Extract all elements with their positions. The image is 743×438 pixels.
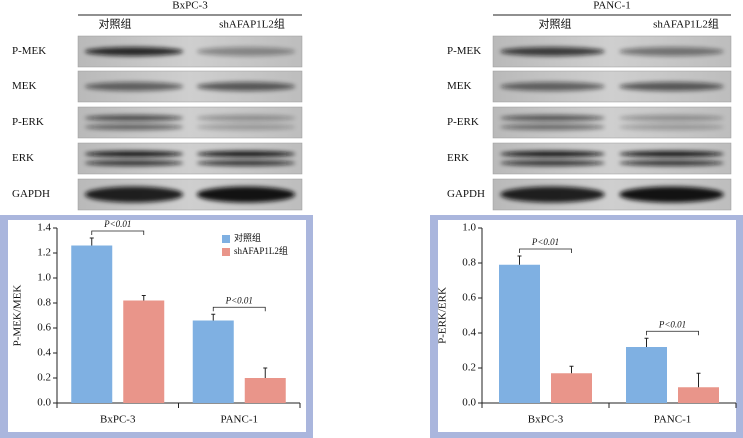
y-tick-label: 0.4 (37, 347, 51, 359)
y-axis-label: P-ERK/ERK (437, 287, 449, 344)
blot-band (500, 115, 605, 121)
blot-band (500, 151, 605, 157)
blot-band (619, 82, 724, 91)
blot-band (619, 160, 724, 166)
blot-membrane (492, 106, 732, 139)
blot-band (196, 47, 296, 56)
y-tick-label: 0.4 (462, 327, 476, 339)
legend-label: 对照组 (234, 232, 261, 243)
blot-band (619, 151, 724, 157)
blot-band (619, 186, 724, 203)
blot-row-label: MEK (12, 80, 37, 92)
y-tick-label: 1.2 (37, 247, 51, 259)
significance-bracket (519, 248, 572, 253)
blot-band (196, 160, 296, 166)
legend-label: shAFAP1L2组 (234, 245, 288, 256)
y-axis-label: P-MEK/MEK (12, 285, 24, 347)
blot-band (196, 124, 296, 130)
blot-membrane (492, 142, 732, 175)
blot-group-label: 对照组 (99, 17, 132, 31)
blot-row-label: GAPDH (447, 188, 485, 200)
y-tick-label: 0.8 (462, 257, 476, 269)
y-tick-label: 0.0 (37, 397, 51, 409)
x-tick-label: PANC-1 (654, 414, 692, 426)
bar (551, 373, 592, 403)
blot-row-label: ERK (447, 152, 469, 164)
y-tick-label: 0.0 (462, 397, 476, 409)
significance-bracket (91, 230, 145, 235)
y-tick-label: 1.0 (462, 222, 476, 234)
bar (678, 387, 719, 403)
blot-band (196, 151, 296, 157)
blot-title: PANC-1 (593, 0, 631, 12)
blot-band (500, 186, 605, 203)
significance-bracket (212, 306, 266, 312)
blot-row-label: GAPDH (12, 188, 50, 200)
bar (499, 264, 540, 403)
blot-row-label: ERK (12, 152, 34, 164)
blot-band (500, 160, 605, 166)
y-tick-label: 0.2 (462, 362, 476, 374)
y-tick-label: 0.2 (37, 372, 51, 384)
y-tick-label: 0.6 (37, 322, 51, 334)
y-tick-label: 0.6 (462, 292, 476, 304)
blot-row-label: P-ERK (12, 116, 44, 128)
blot-group-label: shAFAP1L2组 (219, 17, 285, 31)
significance-bracket (646, 330, 699, 336)
legend-swatch (222, 235, 230, 243)
y-tick-label: 1.4 (37, 222, 51, 234)
x-tick-label: BxPC-3 (528, 414, 564, 426)
blot-band (84, 47, 184, 56)
blot-band (619, 124, 724, 130)
blot-row-label: P-MEK (12, 45, 46, 57)
blot-band (196, 186, 296, 203)
blot-band (500, 124, 605, 130)
blot-row-label: P-MEK (447, 45, 481, 57)
bar (71, 245, 113, 403)
blot-band (500, 47, 605, 56)
bar (626, 347, 667, 403)
y-tick-label: 1.0 (37, 272, 51, 284)
blot-band (84, 82, 184, 91)
bar (244, 378, 286, 403)
blot-band (84, 151, 184, 157)
blot-band (196, 82, 296, 91)
significance-label: P<0.01 (531, 237, 559, 247)
blot-membrane (77, 106, 303, 139)
bar (123, 300, 165, 403)
x-tick-label: PANC-1 (221, 414, 259, 426)
blot-group-label: shAFAP1L2组 (653, 17, 719, 31)
blot-group-label: 对照组 (539, 17, 572, 31)
blot-band (84, 115, 184, 121)
x-tick-label: BxPC-3 (100, 414, 136, 426)
legend-swatch (222, 248, 230, 256)
blot-band (196, 115, 296, 121)
blot-band (619, 115, 724, 121)
significance-label: P<0.01 (225, 295, 253, 305)
blot-membrane (77, 142, 303, 175)
blot-band (84, 186, 184, 203)
bar (192, 320, 234, 403)
blot-band (500, 82, 605, 91)
blot-title: BxPC-3 (172, 0, 208, 12)
blot-band (619, 47, 724, 56)
blot-row-label: MEK (447, 80, 472, 92)
y-tick-label: 0.8 (37, 297, 51, 309)
blot-band (84, 124, 184, 130)
significance-label: P<0.01 (658, 319, 686, 329)
blot-band (84, 160, 184, 166)
blot-row-label: P-ERK (447, 116, 479, 128)
significance-label: P<0.01 (103, 219, 131, 229)
